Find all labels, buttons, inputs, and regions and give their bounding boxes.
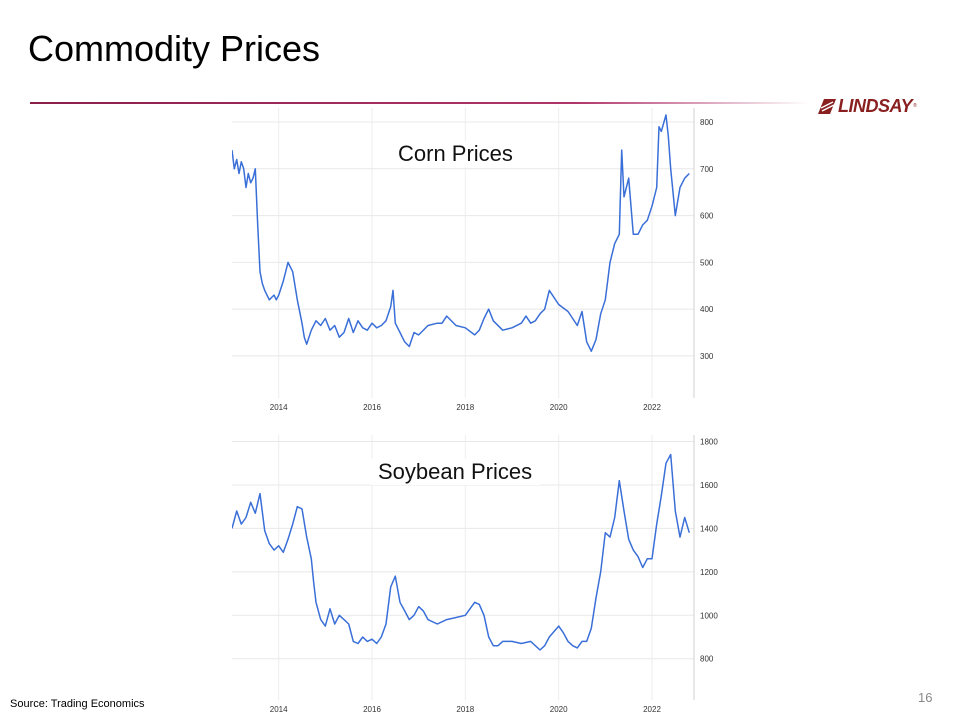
corn-y-tick-label: 700 — [700, 165, 714, 174]
corn-y-tick-label: 600 — [700, 212, 714, 221]
title-divider — [30, 102, 810, 104]
corn-y-tick-label: 800 — [700, 118, 714, 127]
soybean-prices-plot: 800 1000 1200 1400 1600 1800 2014 2016 2018 2020 2… — [231, 435, 718, 714]
lindsay-logo: LINDSAY ® — [818, 96, 917, 116]
corn-y-tick-label: 300 — [700, 352, 714, 361]
corn-x-tick-label: 2018 — [456, 403, 474, 412]
corn-x-tick-label: 2020 — [550, 403, 568, 412]
soybean-y-tick-label: 1800 — [700, 438, 718, 447]
soybean-x-tick-label: 2018 — [456, 705, 474, 714]
corn-y-tick-label: 500 — [700, 258, 714, 267]
soybean-price-line — [231, 453, 691, 651]
soybean-x-tick-label: 2014 — [270, 705, 288, 714]
soybean-y-tick-label: 1400 — [700, 524, 718, 533]
soybean-y-tick-label: 1600 — [700, 481, 718, 490]
lindsay-logo-mark-icon — [818, 98, 836, 114]
soybean-chart-title: Soybean Prices — [370, 459, 541, 485]
corn-x-tick-label: 2022 — [643, 403, 661, 412]
corn-x-tick-label: 2014 — [270, 403, 288, 412]
lindsay-logo-trademark: ® — [913, 103, 917, 109]
soybean-y-tick-label: 1000 — [700, 611, 718, 620]
corn-x-tick-label: 2016 — [363, 403, 381, 412]
page-number: 16 — [918, 690, 933, 705]
page-title: Commodity Prices — [28, 28, 321, 69]
corn-y-tick-label: 400 — [700, 305, 714, 314]
source-note: Source: Trading Economics — [10, 698, 145, 710]
lindsay-logo-text: LINDSAY — [838, 95, 913, 116]
corn-prices-plot: 300 400 500 600 700 800 2014 2016 2018 2020 2022 — [231, 108, 714, 412]
corn-price-line — [231, 114, 690, 352]
soybean-x-tick-label: 2020 — [550, 705, 568, 714]
soybean-prices-chart: 800 1000 1200 1400 1600 1800 2014 2016 2018 2020 2… — [231, 410, 722, 720]
soybean-y-tick-label: 1200 — [700, 568, 718, 577]
soybean-y-tick-label: 800 — [700, 655, 714, 664]
corn-chart-title: Corn Prices — [390, 141, 521, 167]
soybean-x-tick-label: 2022 — [643, 705, 661, 714]
soybean-x-tick-label: 2016 — [363, 705, 381, 714]
corn-prices-chart: 300 400 500 600 700 800 2014 2016 2018 2020 2022 C… — [231, 108, 722, 418]
